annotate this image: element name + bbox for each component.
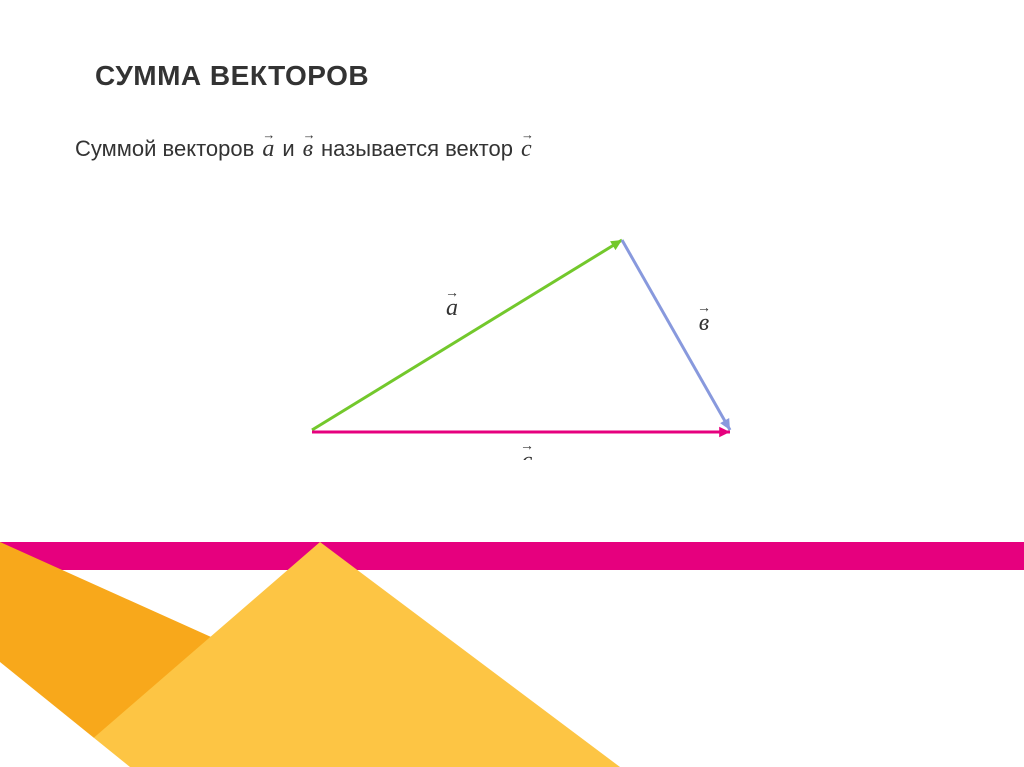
footer-decoration (0, 542, 1024, 767)
vector-arrow-icon: → (521, 128, 532, 141)
subtitle: Суммой векторов → a и → в называется век… (75, 130, 532, 163)
vector-arrow-icon: → (262, 128, 274, 141)
svg-text:→: → (445, 284, 459, 300)
subtitle-part2: называется вектор (321, 136, 513, 162)
vector-c-inline: → c (521, 130, 532, 163)
slide: СУММА ВЕКТОРОВ Суммой векторов → a и → в… (0, 0, 1024, 767)
subtitle-part1: Суммой векторов (75, 136, 254, 162)
vector-b-inline: → в (303, 130, 313, 163)
vector-arrow-icon: → (303, 128, 313, 141)
subtitle-and: и (282, 136, 294, 162)
page-title: СУММА ВЕКТОРОВ (95, 60, 369, 92)
vector-a-inline: → a (262, 130, 274, 163)
vector-diagram: a→в→c→ (0, 200, 1024, 490)
svg-text:→: → (697, 299, 711, 315)
svg-text:→: → (520, 437, 534, 453)
vector-diagram-svg: a→в→c→ (252, 200, 772, 460)
